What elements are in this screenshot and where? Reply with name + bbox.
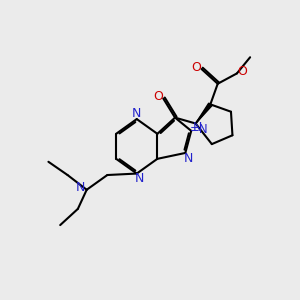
Text: N: N (132, 107, 141, 120)
Text: N: N (76, 181, 86, 194)
Text: O: O (191, 61, 201, 74)
Text: N: N (193, 121, 202, 134)
Text: N: N (135, 172, 144, 185)
Text: O: O (153, 91, 163, 103)
Text: =N: =N (189, 123, 208, 136)
Polygon shape (196, 103, 212, 124)
Text: O: O (237, 65, 247, 79)
Text: N: N (184, 152, 193, 165)
